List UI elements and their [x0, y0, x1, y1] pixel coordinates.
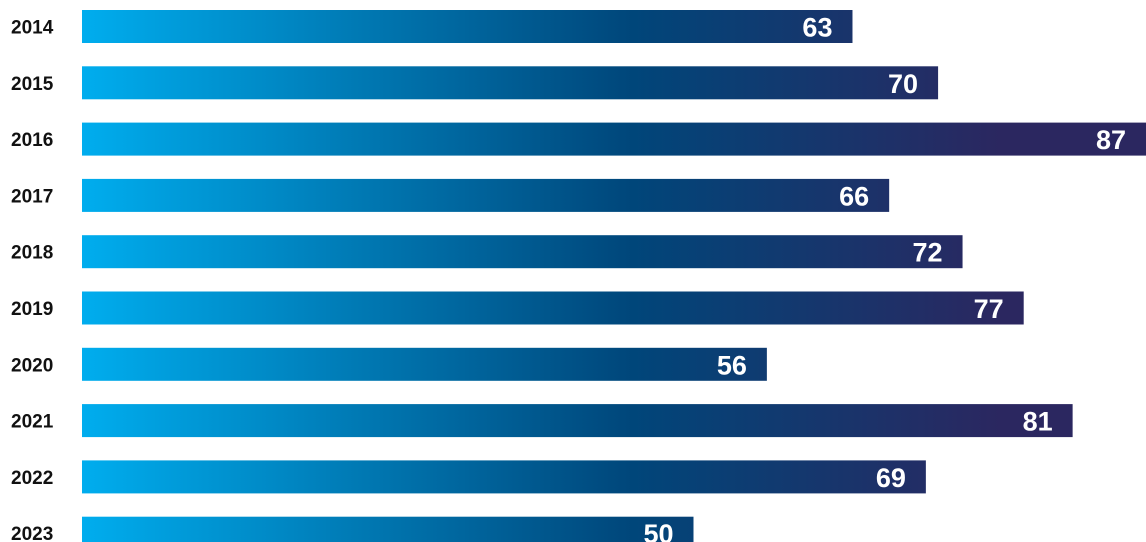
data-label: 81	[1023, 407, 1053, 437]
bar-group: 2014 63 2015 70 2016 87 2017 66 2018 72 2019 77 2020…	[11, 10, 1146, 542]
bar	[82, 66, 939, 100]
bar	[82, 291, 1024, 325]
category-label: 2014	[11, 18, 54, 39]
bar	[82, 516, 694, 542]
data-label: 87	[1096, 125, 1126, 155]
bar	[82, 347, 767, 381]
category-label: 2021	[11, 412, 54, 433]
category-label: 2022	[11, 468, 53, 489]
data-label: 66	[839, 181, 869, 211]
data-label: 69	[876, 463, 906, 493]
data-label: 63	[802, 13, 832, 43]
bar	[82, 235, 963, 269]
category-label: 2017	[11, 186, 53, 207]
data-label: 56	[717, 350, 747, 380]
bar	[82, 122, 1146, 156]
data-label: 50	[643, 519, 673, 542]
bar	[82, 460, 926, 494]
category-label: 2018	[11, 243, 53, 264]
data-label: 77	[974, 294, 1004, 324]
category-label: 2016	[11, 130, 53, 151]
category-label: 2023	[11, 524, 53, 542]
bar	[82, 404, 1073, 438]
data-label: 70	[888, 69, 918, 99]
category-label: 2019	[11, 299, 53, 320]
data-label: 72	[913, 238, 943, 268]
bar	[82, 178, 890, 212]
category-label: 2020	[11, 355, 53, 376]
bar	[82, 10, 853, 43]
category-label: 2015	[11, 74, 54, 95]
